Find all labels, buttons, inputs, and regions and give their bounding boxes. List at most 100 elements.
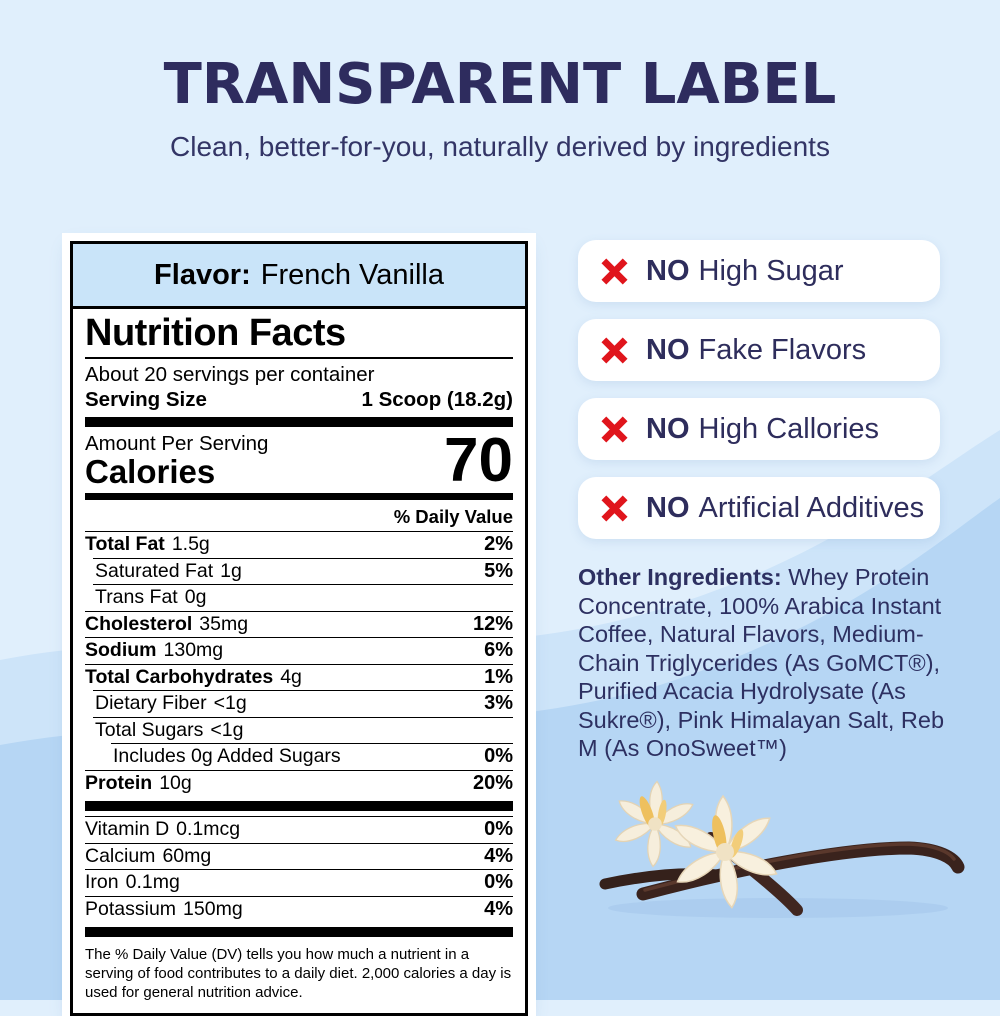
nutrient-daily-value: 20% (472, 771, 513, 794)
claim-text: Fake Flavors (698, 333, 867, 366)
claims-list: NO High Sugar NO Fake Flavors NO High Ca… (578, 240, 940, 556)
divider-bar-thick (85, 927, 513, 938)
nutrient-amount: <1g (213, 692, 247, 715)
nutrient-name: Total Sugars (95, 718, 204, 741)
claim-pill: NO Fake Flavors (578, 319, 940, 381)
claim-text: High Sugar (698, 254, 844, 287)
nutrient-daily-value: 1% (484, 665, 513, 688)
nutrient-daily-value: 0% (484, 745, 513, 768)
nutrient-row: Dietary Fiber <1g 3% (93, 690, 513, 717)
nutrient-row: Vitamin D 0.1mcg 0% (85, 816, 513, 843)
nutrient-amount: 130mg (163, 639, 224, 662)
nutrient-name: Dietary Fiber (95, 692, 207, 715)
divider-bar-medium (85, 493, 513, 501)
nutrient-daily-value: 0% (484, 871, 513, 894)
nutrient-daily-value: 3% (484, 692, 513, 715)
calories-value: 70 (444, 425, 513, 495)
nutrient-daily-value: 12% (472, 612, 513, 635)
calories-block: Amount Per Serving Calories 70 (85, 425, 513, 495)
nutrient-name: Saturated Fat (95, 559, 214, 582)
nutrient-name: Vitamin D (85, 818, 170, 841)
claim-no-label: NO (646, 254, 690, 287)
vanilla-flowers-illustration (599, 780, 965, 918)
nutrient-row: Total Sugars <1g (93, 716, 513, 744)
red-x-icon (601, 336, 628, 364)
claim-pill: NO Artificial Additives (578, 477, 940, 539)
nutrient-name: Total Fat (85, 533, 165, 556)
divider-thin (85, 357, 513, 360)
nutrient-row: Calcium 60mg 4% (85, 842, 513, 870)
nutrient-name: Includes 0g Added Sugars (113, 745, 341, 768)
nutrient-daily-value: 2% (484, 533, 513, 556)
serving-size-row: Serving Size 1 Scoop (18.2g) (85, 387, 513, 412)
nutrient-name: Potassium (85, 897, 177, 920)
red-x-icon (601, 494, 628, 522)
page-title: TRANSPARENT LABEL (163, 52, 837, 117)
calories-label: Calories (85, 453, 216, 491)
flavor-band: Flavor: French Vanilla (73, 244, 525, 309)
nutrient-row: Total Fat 1.5g 2% (85, 531, 513, 558)
nutrient-amount: 1g (220, 559, 242, 582)
page-subtitle: Clean, better-for-you, naturally derived… (170, 130, 830, 162)
nutrient-name: Cholesterol (85, 612, 193, 635)
nutrient-name: Iron (85, 871, 119, 894)
divider-bar-thick (85, 417, 513, 428)
nutrient-name: Protein (85, 771, 153, 794)
nutrient-row: Total Carbohydrates 4g 1% (85, 663, 513, 691)
nutrient-amount: 0g (184, 586, 207, 609)
nutrient-amount: 4g (280, 665, 302, 688)
nutrient-rows-vitamins: Vitamin D 0.1mcg 0% Calcium 60mg 4% Iron… (85, 816, 513, 922)
flavor-value: French Vanilla (260, 258, 444, 291)
claim-text: High Callories (698, 412, 880, 445)
claim-no-label: NO (646, 412, 690, 445)
nutrient-row: Protein 10g 20% (85, 769, 513, 797)
claim-text: Artificial Additives (698, 491, 925, 524)
red-x-icon (601, 257, 628, 285)
divider-bar-thick (85, 801, 513, 812)
nutrient-row: Includes 0g Added Sugars 0% (111, 743, 513, 770)
claim-pill: NO High Sugar (578, 240, 940, 302)
nutrient-amount: 0.1mcg (176, 818, 241, 841)
daily-value-header: % Daily Value (393, 506, 513, 528)
nutrient-amount: 0.1mg (125, 871, 180, 894)
nutrient-name: Trans Fat (95, 586, 178, 609)
nutrient-rows-main: Total Fat 1.5g 2% Saturated Fat 1g 5% Tr… (85, 531, 513, 796)
nutrient-amount: 1.5g (171, 533, 210, 556)
nutrient-daily-value: 5% (484, 559, 513, 582)
nutrient-amount: 35mg (199, 612, 249, 635)
other-ingredients-text: Whey Protein Concentrate, 100% Arabica I… (578, 564, 945, 761)
claim-no-label: NO (646, 491, 690, 524)
nutrient-daily-value: 6% (484, 639, 513, 662)
amount-per-serving-label: Amount Per Serving (85, 432, 269, 456)
red-x-icon (601, 415, 628, 443)
nutrition-label-card: Flavor: French Vanilla Nutrition Facts A… (70, 241, 528, 1016)
header: TRANSPARENT LABEL Clean, better-for-you,… (0, 52, 1000, 163)
claim-pill: NO High Callories (578, 398, 940, 460)
nutrition-facts-body: Nutrition Facts About 20 servings per co… (73, 309, 525, 1013)
nutrition-facts-title: Nutrition Facts (85, 312, 346, 354)
nutrient-daily-value: 4% (484, 897, 513, 920)
flavor-label: Flavor: (154, 258, 251, 291)
serving-size-label: Serving Size (85, 388, 207, 412)
nutrient-amount: 60mg (162, 844, 212, 867)
claim-no-label: NO (646, 333, 690, 366)
nutrient-row: Potassium 150mg 4% (85, 895, 513, 923)
nutrient-amount: 10g (159, 771, 192, 794)
nutrient-row: Sodium 130mg 6% (85, 637, 513, 664)
nutrient-row: Iron 0.1mg 0% (85, 869, 513, 896)
nutrient-amount: 150mg (183, 897, 243, 920)
servings-per-container: About 20 servings per container (85, 363, 375, 387)
nutrient-amount: <1g (210, 718, 244, 741)
nutrient-daily-value: 4% (484, 844, 513, 867)
calories-left: Amount Per Serving Calories (85, 432, 268, 489)
nutrient-name: Total Carbohydrates (85, 665, 274, 688)
nutrient-row: Saturated Fat 1g 5% (93, 557, 513, 585)
other-ingredients-label: Other Ingredients: (578, 564, 782, 590)
daily-value-footnote: The % Daily Value (DV) tells you how muc… (85, 946, 512, 1002)
nutrient-daily-value: 0% (484, 818, 513, 841)
other-ingredients: Other Ingredients: Whey Protein Concentr… (578, 563, 952, 763)
nutrient-row: Trans Fat 0g (93, 584, 513, 611)
serving-size-value: 1 Scoop (18.2g) (361, 388, 513, 412)
nutrient-name: Sodium (85, 639, 157, 662)
nutrient-name: Calcium (85, 844, 156, 867)
